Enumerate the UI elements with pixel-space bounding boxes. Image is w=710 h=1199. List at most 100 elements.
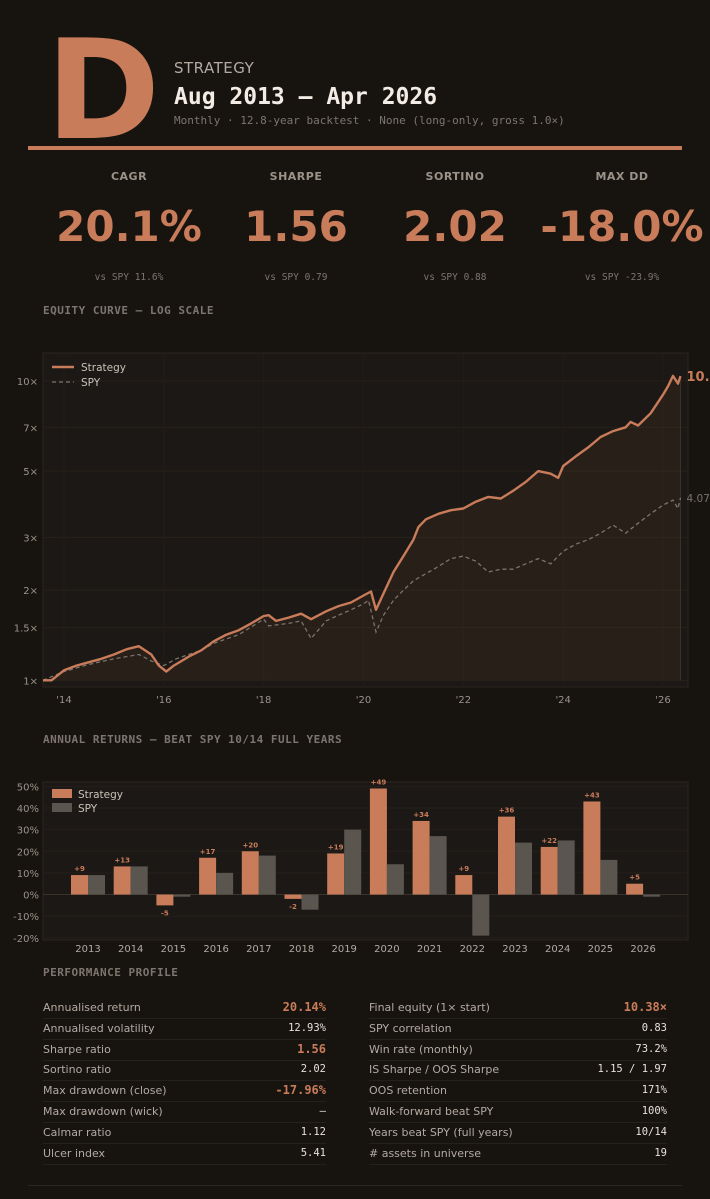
profile-value: 1.15 / 1.97: [597, 1063, 667, 1076]
profile-label: Ulcer index: [43, 1146, 106, 1160]
kpi-label: MAX DD: [595, 170, 649, 183]
y-tick-label: 7×: [23, 423, 38, 434]
x-tick-label: 2017: [246, 944, 271, 955]
profile-label: OOS retention: [369, 1084, 447, 1098]
profile-row: Sortino ratio 2.02: [43, 1059, 326, 1082]
strategy-bar: [498, 816, 515, 895]
y-tick-label: 10%: [17, 869, 39, 880]
spy-bar: [344, 829, 362, 895]
profile-label: Calmar ratio: [43, 1125, 112, 1139]
y-tick-label: 0%: [23, 891, 39, 902]
spy-series-line: [42, 497, 682, 681]
y-tick-label: 3×: [23, 533, 38, 544]
kpi-benchmark: vs SPY 11.6%: [94, 272, 164, 283]
strategy-bar: [369, 788, 387, 895]
profile-value: 20.14%: [282, 1000, 326, 1014]
strategy-area: [43, 375, 681, 681]
profile-row: Annualised volatility 12.93%: [43, 1018, 326, 1040]
x-tick-label: 2019: [331, 944, 356, 955]
strategy-end-label: 10.38×: [687, 370, 710, 385]
x-tick-label: '24: [555, 695, 570, 706]
spy-bar: [216, 872, 234, 895]
kpi-value: -18.0%: [540, 202, 704, 251]
header-label: STRATEGY: [174, 59, 255, 77]
strategy-bar-label: +5: [629, 874, 640, 882]
x-tick-label: 2015: [161, 944, 186, 955]
profile-section-title: PERFORMANCE PROFILE: [43, 966, 179, 979]
legend-spy-label: SPY: [81, 377, 101, 389]
profile-value: -17.96%: [275, 1083, 326, 1098]
legend-spy-label: SPY: [78, 803, 98, 815]
x-tick-label: '18: [256, 695, 271, 706]
kpi-sortino: SORTINO 2.02 vs SPY 0.88: [370, 164, 540, 283]
strategy-bar-label: +49: [371, 778, 387, 786]
kpi-benchmark: vs SPY -23.9%: [584, 272, 660, 283]
profile-row: Ulcer index 5.41: [43, 1143, 326, 1165]
spy-bar: [600, 859, 618, 895]
profile-row: Annualised return 20.14%: [43, 997, 326, 1019]
profile-row: Walk-forward beat SPY 100%: [369, 1101, 667, 1123]
x-tick-label: 2026: [630, 944, 655, 955]
strategy-bar: [71, 875, 88, 895]
strategy-bar: [455, 875, 473, 895]
profile-label: Final equity (1× start): [369, 1001, 490, 1014]
strategy-bar-label: +9: [458, 865, 469, 873]
strategy-bar-label: +22: [541, 837, 557, 845]
profile-value: 10/14: [635, 1125, 667, 1138]
profile-value: 1.12: [300, 1125, 326, 1138]
profile-row: Max drawdown (close) -17.96%: [43, 1080, 326, 1103]
spy-end-label: 4.07×: [687, 493, 710, 505]
profile-label: Sharpe ratio: [43, 1042, 111, 1056]
strategy-series-line: [43, 374, 682, 682]
strategy-bar: [156, 894, 174, 906]
profile-label: Annualised volatility: [43, 1021, 155, 1035]
x-tick-label: 2013: [75, 944, 100, 955]
strategy-bar-label: +36: [499, 807, 515, 815]
bottom-divider: [28, 1185, 682, 1186]
kpi-label: CAGR: [110, 170, 148, 183]
strategy-bar-label: +17: [200, 848, 216, 856]
y-tick-label: 30%: [17, 826, 39, 837]
y-tick-label: 40%: [17, 804, 39, 815]
y-tick-label: 50%: [17, 782, 39, 793]
profile-label: Max drawdown (close): [43, 1084, 167, 1098]
profile-row: IS Sharpe / OOS Sharpe 1.15 / 1.97: [369, 1059, 667, 1082]
profile-row: # assets in universe 19: [369, 1143, 667, 1165]
spy-bar: [258, 855, 276, 895]
kpi-benchmark: vs SPY 0.88: [423, 272, 487, 283]
profile-label: Annualised return: [43, 1001, 141, 1014]
profile-value: 19: [654, 1146, 667, 1159]
profile-value: 5.41: [300, 1146, 326, 1159]
x-tick-label: '16: [156, 695, 171, 706]
y-tick-label: 20%: [17, 847, 39, 858]
y-tick-label: 1×: [23, 676, 38, 687]
strategy-bar-label: +43: [584, 791, 600, 799]
strategy-bar-label: -5: [161, 909, 169, 917]
kpi-max-dd: MAX DD -18.0% vs SPY -23.9%: [537, 164, 707, 283]
legend-strategy-swatch: [52, 789, 72, 798]
annual-returns-chart: -20% -10% 0% 10% 20% 30% 40% 50% +9 2013 +13 2014 -5…: [13, 778, 689, 955]
equity-plot-area: [42, 352, 689, 688]
y-tick-label: 1.5×: [14, 624, 38, 635]
kpi-value: 20.1%: [56, 202, 202, 251]
profile-label: Sortino ratio: [43, 1063, 112, 1077]
spy-bar: [515, 842, 532, 895]
kpi-sharpe: SHARPE 1.56 vs SPY 0.79: [211, 164, 381, 283]
strategy-bar: [199, 857, 217, 895]
profile-row: Sharpe ratio 1.56: [43, 1039, 326, 1061]
strategy-bar: [113, 866, 131, 895]
profile-label: Max drawdown (wick): [43, 1105, 163, 1118]
x-tick-label: 2023: [502, 944, 527, 955]
profile-value: 2.02: [300, 1063, 326, 1076]
strategy-bar-label: +20: [242, 841, 258, 849]
kpi-value: 1.56: [244, 202, 348, 251]
spy-bar: [643, 894, 661, 897]
x-tick-label: 2025: [588, 944, 613, 955]
x-tick-label: '14: [56, 695, 71, 706]
x-tick-label: 2024: [545, 944, 570, 955]
profile-value: 1.56: [297, 1041, 326, 1056]
y-tick-label: -20%: [13, 934, 39, 945]
profile-row: OOS retention 171%: [369, 1080, 667, 1103]
strategy-bar: [327, 853, 345, 895]
profile-value: 0.83: [641, 1021, 667, 1034]
